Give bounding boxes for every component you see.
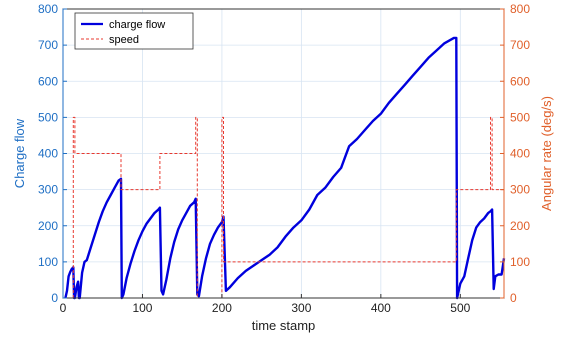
right-tick-label: 100 bbox=[510, 255, 530, 269]
left-tick-label: 600 bbox=[38, 74, 58, 88]
series-line-speed bbox=[72, 116, 504, 299]
legend-label-charge-flow: charge flow bbox=[109, 19, 165, 31]
right-tick-label: 800 bbox=[510, 2, 530, 16]
left-tick-label: 400 bbox=[38, 147, 58, 161]
left-tick-label: 100 bbox=[38, 255, 58, 269]
left-tick-label: 500 bbox=[38, 110, 58, 124]
right-tick-label: 200 bbox=[510, 219, 530, 233]
x-tick-label: 0 bbox=[60, 301, 67, 315]
right-tick-label: 700 bbox=[510, 38, 530, 52]
x-axis-label: time stamp bbox=[252, 318, 316, 333]
right-tick-label: 300 bbox=[510, 183, 530, 197]
x-tick-label: 500 bbox=[450, 301, 470, 315]
left-tick-label: 200 bbox=[38, 219, 58, 233]
legend-label-speed: speed bbox=[109, 34, 139, 46]
x-tick-label: 300 bbox=[291, 301, 311, 315]
x-tick-label: 400 bbox=[371, 301, 391, 315]
series-line-charge-flow bbox=[64, 36, 506, 300]
right-tick-label: 500 bbox=[510, 110, 530, 124]
right-tick-label: 400 bbox=[510, 147, 530, 161]
grid-lines bbox=[62, 8, 504, 299]
series-layer bbox=[64, 36, 506, 300]
right-tick-label: 600 bbox=[510, 74, 530, 88]
left-tick-label: 300 bbox=[38, 183, 58, 197]
x-tick-label: 100 bbox=[132, 301, 152, 315]
right-y-axis-label: Angular rate (deg/s) bbox=[539, 96, 554, 211]
left-tick-label: 700 bbox=[38, 38, 58, 52]
left-tick-label: 800 bbox=[38, 2, 58, 16]
right-tick-label: 0 bbox=[510, 291, 517, 305]
x-tick-label: 200 bbox=[212, 301, 232, 315]
left-y-axis-label: Charge flow bbox=[12, 118, 27, 188]
axes: 0 100 200 300 400 500 600 700 800 0 100 200 300 400 50… bbox=[38, 2, 530, 315]
legend-box bbox=[74, 12, 194, 50]
legend: charge flow speed bbox=[74, 12, 194, 50]
left-tick-label: 0 bbox=[51, 291, 58, 305]
